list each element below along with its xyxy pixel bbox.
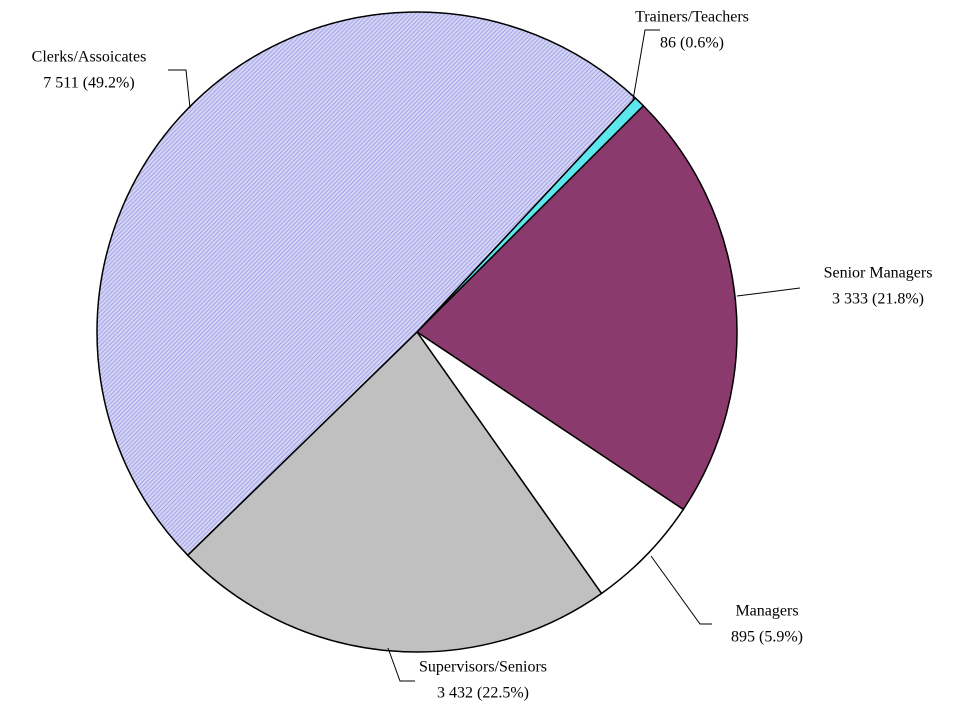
slice-label: Senior Managers	[824, 265, 933, 282]
leader-line	[168, 69, 191, 109]
leader-line	[387, 647, 415, 682]
slice-label: Managers	[735, 603, 798, 620]
slice-value-label: 7 511 (49.2%)	[43, 75, 134, 92]
leader-line	[650, 555, 712, 625]
slice-value-label: 86 (0.6%)	[660, 35, 724, 52]
slice-label: Supervisors/Seniors	[419, 659, 547, 676]
slice-value-label: 895 (5.9%)	[731, 629, 803, 646]
slice-value-label: 3 333 (21.8%)	[832, 291, 924, 308]
pie-slice	[415, 104, 738, 511]
slice-label: Trainers/Teachers	[635, 9, 749, 26]
slice-value-label: 3 432 (22.5%)	[437, 685, 529, 702]
leader-line	[632, 29, 660, 101]
leader-line	[736, 287, 801, 297]
slice-label: Clerks/Assoicates	[32, 49, 147, 66]
pie-slice	[96, 11, 637, 557]
pie-slice	[186, 330, 603, 653]
